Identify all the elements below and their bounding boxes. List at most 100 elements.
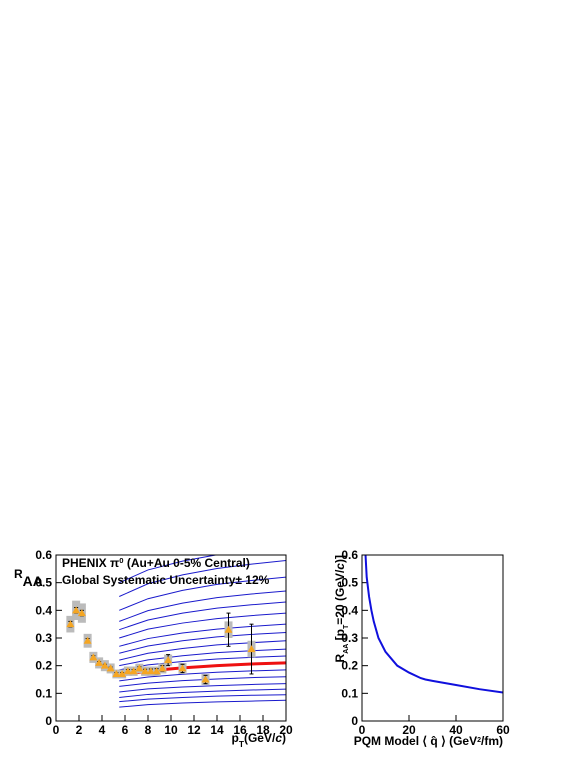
curve	[119, 694, 286, 703]
point	[146, 667, 155, 675]
x-tick-label: 20	[279, 723, 293, 737]
curve	[119, 555, 219, 584]
point	[106, 664, 115, 672]
point	[112, 669, 121, 677]
curve	[119, 699, 286, 708]
label-part: PHENIX π	[62, 556, 119, 570]
label-part: =20 (GeV/	[333, 569, 347, 625]
y-tick-label: 0.5	[35, 576, 52, 590]
point	[178, 664, 187, 672]
point	[77, 609, 86, 617]
point	[247, 645, 256, 653]
label-part: T	[343, 624, 350, 629]
label-part: p	[232, 731, 239, 745]
label-part: AA	[343, 644, 350, 654]
point	[164, 656, 173, 664]
y-tick-label: 0.4	[341, 603, 358, 617]
curve	[119, 590, 286, 622]
series-group	[364, 555, 503, 694]
y-tick-label: 0.3	[341, 631, 358, 645]
points	[66, 600, 256, 686]
label-part: c	[275, 731, 282, 745]
x-tick-label: 14	[210, 723, 224, 737]
curve	[119, 631, 286, 654]
series-group	[119, 555, 286, 708]
curve	[119, 576, 286, 611]
y-axis-label: RAA	[14, 567, 43, 589]
label-part: 0	[119, 556, 123, 565]
point	[95, 658, 104, 666]
point	[118, 669, 127, 677]
point	[129, 667, 138, 675]
y-tick-label: 0	[45, 714, 52, 728]
y-tick-label: 0.2	[341, 659, 358, 673]
x-tick-label: 6	[122, 723, 129, 737]
x-tick-label: 40	[449, 723, 463, 737]
label-part: /fm)	[481, 734, 503, 748]
label-part: )	[282, 731, 286, 745]
label-part: 2	[477, 737, 481, 744]
frame	[55, 554, 287, 722]
y-tick-label: 0.1	[341, 686, 358, 700]
curve	[119, 688, 286, 698]
x-tick-label: 60	[496, 723, 510, 737]
x-axis-label: pT(GeV/c)	[232, 731, 287, 749]
point	[72, 606, 81, 614]
point	[83, 636, 92, 644]
curve	[119, 623, 286, 647]
x-axis-label: PQM Model ⟨ q̂ ⟩ (GeV2/fm)	[354, 734, 503, 748]
y-tick-label: 0.3	[35, 631, 52, 645]
label-part: (GeV/	[244, 731, 276, 745]
point	[89, 653, 98, 661]
curve	[119, 560, 286, 597]
label-part: T	[239, 739, 245, 749]
y-tick-label: 0.2	[35, 659, 52, 673]
point	[135, 664, 144, 672]
y-tick-label: 0	[351, 714, 358, 728]
y-tick-label: 0.1	[35, 686, 52, 700]
annotation: Global Systematic Uncertainty± 12%	[62, 573, 270, 587]
point	[224, 625, 233, 633]
curve	[364, 555, 503, 694]
label-part: PQM Model ⟨ q̂ ⟩ (GeV	[354, 734, 477, 748]
y-axis-label: RAA [pT=20 (GeV/c)]	[333, 555, 350, 662]
curve	[119, 648, 286, 667]
curve	[119, 683, 286, 693]
label-part: R	[14, 567, 23, 581]
label-part: c	[333, 563, 347, 570]
frame	[361, 554, 504, 722]
point	[158, 664, 167, 672]
x-tick-label: 8	[145, 723, 152, 737]
x-tick-label: 20	[402, 723, 416, 737]
curve	[119, 669, 286, 682]
x-tick-label: 10	[164, 723, 178, 737]
y-tick-label: 0.5	[341, 576, 358, 590]
annotation: PHENIX π0 (Au+Au 0-5% Central)	[62, 556, 250, 571]
point	[152, 667, 161, 675]
x-tick-label: 0	[53, 723, 60, 737]
plot: 0 2 4 6 8 10 12 14 16 18 20 0 0.1 0.2 0.3 0.4 0.5 0.6 RAA p…	[14, 548, 293, 749]
x-tick-label: 16	[233, 723, 247, 737]
x-tick-label: 18	[256, 723, 270, 737]
point	[100, 661, 109, 669]
label-part: Global Systematic Uncertainty± 12%	[62, 573, 270, 587]
y-tick-label: 0.6	[341, 548, 358, 562]
point	[66, 620, 75, 628]
label-part: R	[333, 653, 347, 662]
curve	[119, 640, 286, 661]
label-part: )]	[333, 555, 347, 563]
label-part: AA	[23, 573, 43, 589]
curve	[119, 601, 286, 631]
curve	[119, 676, 286, 687]
label-part: [p	[333, 629, 347, 644]
x-tick-label: 2	[76, 723, 83, 737]
x-tick-label: 4	[99, 723, 106, 737]
point	[123, 667, 132, 675]
point	[201, 675, 210, 683]
y-tick-label: 0.4	[35, 603, 52, 617]
y-tick-label: 0.6	[35, 548, 52, 562]
x-tick-label: 0	[359, 723, 366, 737]
x-tick-label: 12	[187, 723, 201, 737]
